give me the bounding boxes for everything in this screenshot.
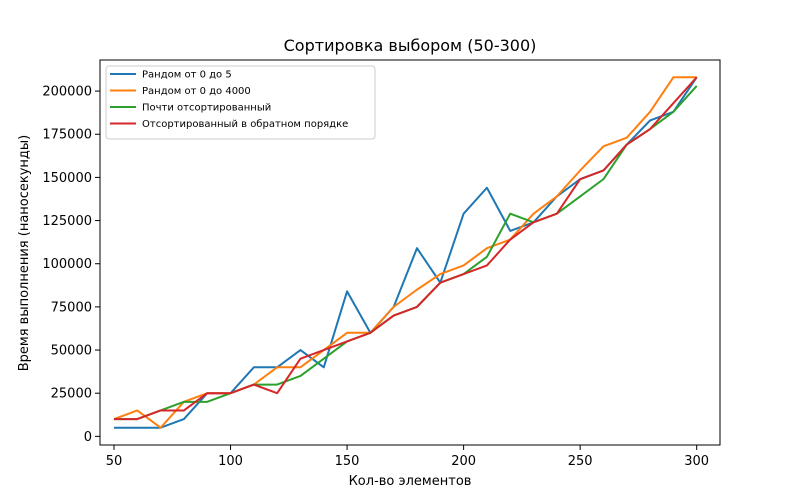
y-tick-label: 200000 — [42, 85, 92, 100]
y-tick-label: 125000 — [42, 214, 92, 229]
y-tick-label: 75000 — [51, 300, 92, 315]
legend-label: Почти отсортированный — [142, 103, 271, 114]
series-line-4 — [113, 76, 698, 421]
series-lines — [113, 76, 698, 429]
legend-label: Рандом от 0 до 5 — [142, 70, 232, 81]
legend-label: Рандом от 0 до 4000 — [142, 86, 251, 97]
y-tick-label: 25000 — [51, 387, 92, 402]
x-tick-label: 50 — [106, 454, 123, 469]
plot-frame — [99, 59, 721, 446]
x-tick-label: 150 — [335, 454, 360, 469]
y-tick-label: 0 — [84, 430, 92, 445]
x-tick-label: 250 — [568, 454, 593, 469]
x-tick-label: 300 — [684, 454, 709, 469]
y-tick-label: 150000 — [42, 171, 92, 186]
x-tick-label: 200 — [451, 454, 476, 469]
legend-label: Отсортированный в обратном порядке — [142, 119, 348, 130]
x-tick-label: 100 — [218, 454, 243, 469]
legend-box — [105, 65, 376, 140]
legend: Рандом от 0 до 5 Рандом от 0 до 4000 Почти… — [105, 65, 376, 140]
y-tick-label: 175000 — [42, 128, 92, 143]
x-axis-ticks: 50 100 150 200 250 300 — [106, 445, 709, 469]
y-tick-label: 50000 — [51, 344, 92, 359]
y-tick-label: 100000 — [42, 257, 92, 272]
chart-title: Сортировка выбором (50-300) — [284, 36, 537, 55]
y-axis-label: Время выполнения (наносекунды) — [17, 135, 32, 372]
y-axis-ticks: 0 25000 50000 75000 100000 125000 150000 175000… — [42, 85, 100, 445]
x-axis-label: Кол-во элементов — [349, 474, 472, 489]
